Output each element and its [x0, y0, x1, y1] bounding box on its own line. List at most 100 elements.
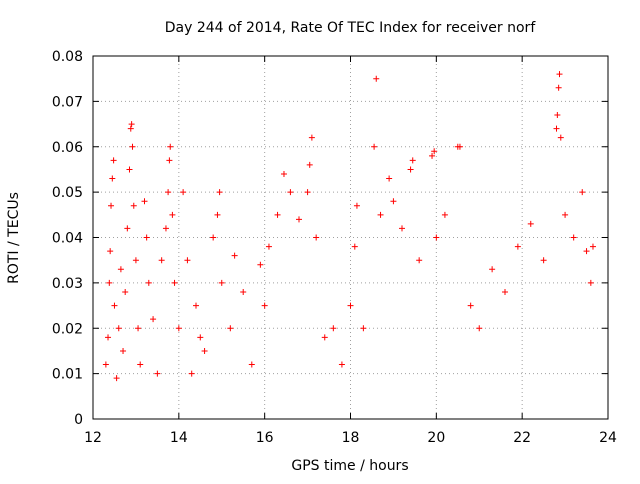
x-tick-label: 24	[599, 430, 617, 446]
data-point	[373, 75, 380, 82]
data-point	[137, 361, 144, 368]
data-point	[154, 370, 161, 377]
y-tick-label: 0.07	[52, 94, 83, 110]
data-point	[231, 252, 238, 259]
y-tick-label: 0.03	[52, 276, 83, 292]
x-tick-label: 12	[84, 430, 102, 446]
data-point	[287, 189, 294, 196]
data-point	[555, 84, 562, 91]
data-point	[433, 234, 440, 241]
data-point	[106, 279, 113, 286]
data-point	[409, 157, 416, 164]
data-point	[167, 143, 174, 150]
data-point	[589, 243, 596, 250]
data-point	[527, 220, 534, 227]
data-point	[141, 198, 148, 205]
chart-title: Day 244 of 2014, Rate Of TEC Index for r…	[165, 20, 537, 36]
data-point	[197, 334, 204, 341]
data-point	[128, 121, 135, 128]
data-point	[193, 302, 199, 309]
data-point	[306, 161, 313, 168]
data-point	[143, 234, 150, 241]
data-point	[429, 152, 436, 159]
y-axis-label: ROTI / TECUs	[6, 192, 22, 284]
data-point	[210, 234, 217, 241]
data-point	[135, 325, 142, 332]
y-tick-label: 0.06	[52, 140, 83, 156]
data-point	[476, 325, 483, 332]
data-point	[171, 279, 178, 286]
data-points	[102, 71, 596, 382]
data-point	[579, 189, 586, 196]
data-point	[129, 143, 136, 150]
data-point	[304, 189, 311, 196]
data-point	[240, 288, 247, 295]
data-point	[180, 189, 187, 196]
data-point	[257, 261, 264, 268]
data-point	[431, 148, 438, 155]
grid-lines	[93, 56, 608, 419]
data-point	[248, 361, 255, 368]
data-point	[108, 202, 115, 209]
data-point	[166, 157, 173, 164]
data-point	[117, 266, 124, 273]
data-point	[351, 243, 358, 250]
data-point	[514, 243, 521, 250]
x-axis-label: GPS time / hours	[291, 458, 408, 474]
data-point	[127, 125, 134, 132]
data-point	[330, 325, 337, 332]
data-point	[169, 211, 176, 218]
y-tick-label: 0.02	[52, 321, 83, 337]
data-point	[227, 325, 234, 332]
data-point	[105, 334, 112, 341]
data-point	[456, 143, 463, 150]
data-point	[107, 248, 114, 255]
data-point	[165, 189, 172, 196]
data-point	[347, 302, 354, 309]
data-point	[126, 166, 133, 173]
data-point	[540, 257, 547, 264]
data-point	[218, 279, 225, 286]
data-point	[188, 370, 195, 377]
data-point	[407, 166, 414, 173]
data-point	[390, 198, 397, 205]
axis-ticks: 12 14 16 18 20 22 24 0 0.01 0.02 0.03 0.04 0.05 0.06 0…	[52, 49, 617, 446]
data-point	[557, 134, 564, 141]
data-point	[109, 175, 116, 182]
data-point	[280, 170, 287, 177]
x-tick-label: 16	[256, 430, 274, 446]
data-point	[553, 125, 560, 132]
data-point	[274, 211, 281, 218]
data-point	[175, 325, 182, 332]
data-point	[308, 134, 315, 141]
data-point	[115, 325, 122, 332]
data-point	[120, 347, 127, 354]
data-point	[353, 202, 360, 209]
data-point	[467, 302, 474, 309]
data-point	[583, 248, 590, 255]
data-point	[360, 325, 367, 332]
data-point	[102, 361, 109, 368]
y-tick-label: 0.08	[52, 49, 83, 65]
data-point	[502, 288, 508, 295]
y-tick-label: 0.04	[52, 231, 83, 247]
data-point	[562, 211, 569, 218]
data-point	[214, 211, 221, 218]
data-point	[321, 334, 328, 341]
data-point	[124, 225, 131, 232]
data-point	[110, 157, 117, 164]
data-point	[441, 211, 448, 218]
data-point	[489, 266, 496, 273]
x-tick-label: 18	[342, 430, 360, 446]
data-point	[184, 257, 191, 264]
y-tick-label: 0	[74, 412, 83, 428]
data-point	[113, 375, 120, 382]
data-point	[158, 257, 165, 264]
data-point	[145, 279, 152, 286]
data-point	[122, 288, 129, 295]
data-point	[399, 225, 405, 232]
data-point	[162, 225, 169, 232]
